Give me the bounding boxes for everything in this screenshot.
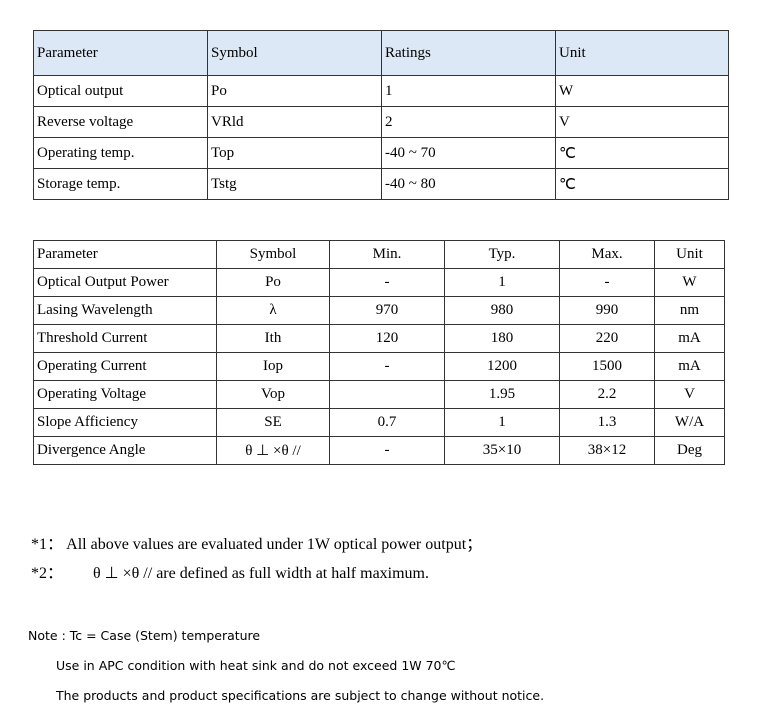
table-cell: Reverse voltage <box>33 106 208 138</box>
table-cell: Ith <box>216 324 330 353</box>
table-row: Threshold Current Ith 120 180 220 mA <box>33 324 725 353</box>
table-cell: Lasing Wavelength <box>33 296 217 325</box>
table-row: Storage temp. Tstg -40 ~ 80 ℃ <box>33 168 729 200</box>
note-disclaimer: The products and product specifications … <box>56 688 545 703</box>
table-cell: W <box>555 75 729 107</box>
footnote-2: *2： θ ⊥ ×θ // are defined as full width a… <box>31 559 429 583</box>
table-cell: V <box>555 106 729 138</box>
table-cell: Operating Voltage <box>33 380 217 409</box>
table-cell: Top <box>207 137 382 169</box>
table-cell: Optical Output Power <box>33 268 217 297</box>
table-cell: 1 <box>444 408 560 437</box>
table-row: Optical Output Power Po -1- W <box>33 268 725 297</box>
footnote-text: θ ⊥ ×θ // are defined as full width at h… <box>93 565 429 582</box>
table-row: Reverse voltage VRld 2 V <box>33 106 729 138</box>
table-cell: 970 <box>329 296 445 325</box>
absolute-ratings-table: Parameter Symbol Ratings Unit Optical output… <box>33 30 729 200</box>
table-cell: Po <box>216 268 330 297</box>
table-cell: Threshold Current <box>33 324 217 353</box>
table-cell: Tstg <box>207 168 382 200</box>
table-cell: Slope Afficiency <box>33 408 217 437</box>
header-cell: Max. <box>559 240 655 269</box>
characteristics-table: Parameter Symbol Min. Typ. Max. Unit Optical O… <box>33 240 725 465</box>
table-cell: W <box>654 268 725 297</box>
table-cell: Vop <box>216 380 330 409</box>
table-cell: Iop <box>216 352 330 381</box>
table-row: Operating temp. Top -40 ~ 70 ℃ <box>33 137 729 169</box>
table-cell: W/A <box>654 408 725 437</box>
table-cell: θ ⊥ ×θ // <box>216 436 330 465</box>
table-cell: 35×10 <box>444 436 560 465</box>
header-row: Parameter Symbol Min. Typ. Max. Unit <box>33 240 725 269</box>
table-cell: Operating temp. <box>33 137 208 169</box>
table-cell: 1 <box>381 75 556 107</box>
table-cell: VRld <box>207 106 382 138</box>
footnote-text: All above values are evaluated under 1W … <box>66 536 483 553</box>
table-cell: - <box>329 352 445 381</box>
table-cell: -40 ~ 80 <box>381 168 556 200</box>
table-cell: - <box>329 436 445 465</box>
table-cell: 1200 <box>444 352 560 381</box>
header-cell: Unit <box>555 30 729 76</box>
table-cell: 220 <box>559 324 655 353</box>
header-cell: Symbol <box>207 30 382 76</box>
header-row: Parameter Symbol Ratings Unit <box>33 30 729 76</box>
footnote-1: *1： All above values are evaluated under… <box>31 530 482 554</box>
table-row: Operating Current Iop -1200 1500 mA <box>33 352 725 381</box>
table-row: Operating Voltage Vop 1.95 2.2 V <box>33 380 725 409</box>
table-cell: nm <box>654 296 725 325</box>
table-cell: Deg <box>654 436 725 465</box>
table-cell: ℃ <box>555 137 729 169</box>
table-cell: -40 ~ 70 <box>381 137 556 169</box>
table-cell: 180 <box>444 324 560 353</box>
table-cell: Optical output <box>33 75 208 107</box>
header-cell: Ratings <box>381 30 556 76</box>
table-cell: - <box>559 268 655 297</box>
table-cell: 980 <box>444 296 560 325</box>
table-cell: 990 <box>559 296 655 325</box>
table-cell: mA <box>654 324 725 353</box>
table-cell <box>329 380 445 409</box>
header-cell: Unit <box>654 240 725 269</box>
table-cell: SE <box>216 408 330 437</box>
table-cell: Divergence Angle <box>33 436 217 465</box>
header-cell: Symbol <box>216 240 330 269</box>
table-cell: 2 <box>381 106 556 138</box>
table-cell: Po <box>207 75 382 107</box>
table-row: Slope Afficiency SE 0.7 1 1.3 W/A <box>33 408 725 437</box>
table-cell: λ <box>216 296 330 325</box>
table-row: Optical output Po 1 W <box>33 75 729 107</box>
table-cell: 1 <box>444 268 560 297</box>
table-cell: 1500 <box>559 352 655 381</box>
table-cell: - <box>329 268 445 297</box>
table-row: Divergence Angle θ ⊥ ×θ //-35×10 38×12 Deg <box>33 436 725 465</box>
table-row: Lasing Wavelength λ 970 980 990 nm <box>33 296 725 325</box>
table-cell: Storage temp. <box>33 168 208 200</box>
table-cell: 38×12 <box>559 436 655 465</box>
note-apc: Use in APC condition with heat sink and … <box>56 658 456 673</box>
header-cell: Parameter <box>33 30 208 76</box>
table-cell: V <box>654 380 725 409</box>
table-cell: 0.7 <box>329 408 445 437</box>
header-cell: Parameter <box>33 240 217 269</box>
note-case-temp: Note : Tc = Case (Stem) temperature <box>28 628 261 643</box>
table-cell: mA <box>654 352 725 381</box>
footnote-mark: *1： <box>31 536 64 553</box>
footnote-mark: *2： <box>31 565 64 582</box>
table-cell: 2.2 <box>559 380 655 409</box>
table-cell: 120 <box>329 324 445 353</box>
table-cell: 1.3 <box>559 408 655 437</box>
table-cell: Operating Current <box>33 352 217 381</box>
header-cell: Typ. <box>444 240 560 269</box>
table-cell: 1.95 <box>444 380 560 409</box>
table-cell: ℃ <box>555 168 729 200</box>
header-cell: Min. <box>329 240 445 269</box>
